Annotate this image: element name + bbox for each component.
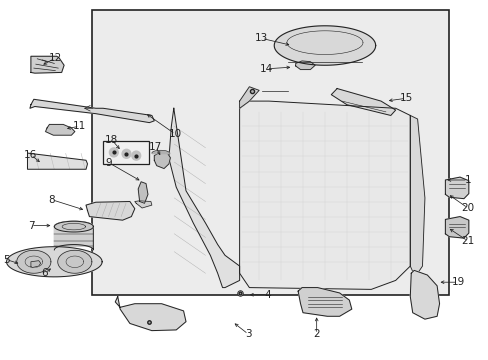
Text: 17: 17 — [149, 142, 162, 152]
Polygon shape — [154, 152, 170, 168]
Polygon shape — [115, 297, 185, 330]
Text: 8: 8 — [48, 195, 55, 205]
Polygon shape — [445, 177, 468, 199]
Polygon shape — [274, 26, 375, 65]
Ellipse shape — [109, 148, 118, 157]
Text: 1: 1 — [464, 175, 470, 185]
Text: 21: 21 — [460, 236, 473, 246]
Polygon shape — [135, 201, 152, 208]
Text: 14: 14 — [259, 64, 272, 74]
Polygon shape — [86, 202, 135, 220]
Polygon shape — [239, 87, 259, 108]
Text: 20: 20 — [460, 203, 473, 213]
Text: 2: 2 — [313, 329, 319, 339]
Polygon shape — [295, 61, 315, 69]
Polygon shape — [298, 288, 351, 316]
Polygon shape — [27, 153, 87, 169]
Text: 18: 18 — [105, 135, 118, 145]
Bar — [92, 10, 448, 295]
Polygon shape — [58, 250, 92, 273]
Text: 7: 7 — [27, 221, 34, 230]
Text: 13: 13 — [254, 33, 267, 43]
Polygon shape — [330, 89, 395, 116]
Polygon shape — [138, 182, 148, 203]
Polygon shape — [6, 247, 102, 277]
Polygon shape — [17, 250, 51, 273]
Polygon shape — [45, 125, 75, 135]
Text: 4: 4 — [264, 290, 271, 300]
Polygon shape — [239, 101, 409, 289]
Text: 9: 9 — [105, 158, 112, 168]
Polygon shape — [409, 270, 439, 319]
Text: 15: 15 — [399, 93, 412, 103]
Text: 5: 5 — [3, 255, 10, 265]
Text: 6: 6 — [41, 268, 48, 278]
Polygon shape — [54, 221, 93, 250]
Ellipse shape — [122, 149, 131, 158]
Polygon shape — [409, 116, 424, 277]
Text: 11: 11 — [73, 121, 86, 131]
Polygon shape — [445, 217, 468, 238]
Text: 19: 19 — [450, 277, 464, 287]
Bar — [103, 140, 149, 164]
Polygon shape — [31, 56, 64, 73]
Polygon shape — [168, 108, 239, 288]
Ellipse shape — [132, 151, 141, 160]
Text: 16: 16 — [24, 150, 38, 160]
Text: 3: 3 — [244, 329, 251, 339]
Text: 10: 10 — [168, 129, 182, 139]
Polygon shape — [54, 221, 93, 232]
Polygon shape — [30, 99, 154, 123]
Text: 12: 12 — [49, 53, 62, 63]
Polygon shape — [31, 261, 41, 267]
